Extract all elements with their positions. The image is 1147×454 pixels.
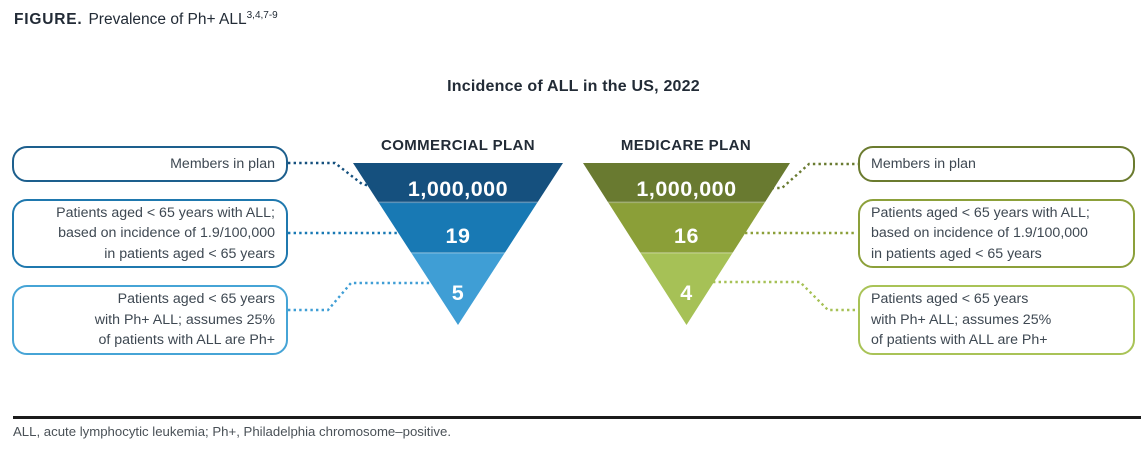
- figure-label: FIGURE.: [14, 11, 83, 29]
- medicare-plan-header: MEDICARE PLAN: [620, 137, 752, 154]
- commercial-value-ph-all: 5: [452, 281, 464, 305]
- connector-right-ph-all: [713, 280, 856, 312]
- segment-divider: [583, 252, 790, 254]
- callout-line: in patients aged < 65 years: [104, 245, 275, 262]
- commercial-plan-header: COMMERCIAL PLAN: [380, 137, 536, 154]
- medicare-value-all: 16: [674, 224, 699, 248]
- segment-divider: [353, 201, 563, 204]
- callout-line: with Ph+ ALL; assumes 25%: [94, 311, 275, 328]
- callout-line: in patients aged < 65 years: [871, 245, 1042, 262]
- abbreviations-footnote: ALL, acute lymphocytic leukemia; Ph+, Ph…: [13, 424, 451, 439]
- commercial-value-all: 19: [446, 224, 471, 248]
- connector-left-ph-all: [288, 281, 430, 312]
- connector-right-members: [766, 162, 858, 190]
- segment-divider: [353, 252, 563, 254]
- callout-right-members: Members in plan: [858, 146, 1135, 182]
- callout-line: Patients aged < 65 years with ALL;: [871, 204, 1090, 221]
- callout-line: Members in plan: [170, 155, 275, 172]
- callout-right-ph-all: Patients aged < 65 years with Ph+ ALL; a…: [858, 285, 1135, 355]
- figure-reference-superscript: 3,4,7-9: [246, 10, 278, 21]
- callout-line: Patients aged < 65 years with ALL;: [56, 204, 275, 221]
- callout-line: Patients aged < 65 years: [117, 291, 275, 308]
- callout-line: with Ph+ ALL; assumes 25%: [871, 311, 1052, 328]
- callout-line: of patients with ALL are Ph+: [98, 332, 275, 349]
- callout-left-ph-all: Patients aged < 65 years with Ph+ ALL; a…: [12, 285, 288, 355]
- callout-line: Patients aged < 65 years: [871, 291, 1029, 308]
- figure-title: FIGURE. Prevalence of Ph+ ALL3,4,7-9: [14, 10, 278, 29]
- medicare-segment-members: [583, 163, 790, 203]
- commercial-segment-members: [353, 163, 563, 203]
- figure-title-text: Prevalence of Ph+ ALL: [88, 11, 247, 29]
- callout-line: based on incidence of 1.9/100,000: [871, 225, 1088, 242]
- medicare-value-members: 1,000,000: [636, 177, 736, 201]
- connector-left-members: [288, 161, 379, 190]
- callout-left-members: Members in plan: [12, 146, 288, 182]
- commercial-value-members: 1,000,000: [408, 177, 508, 201]
- segment-divider: [583, 201, 790, 204]
- medicare-value-ph-all: 4: [680, 281, 692, 305]
- callout-line: of patients with ALL are Ph+: [871, 332, 1048, 349]
- footer-divider: [13, 416, 1141, 419]
- callout-line: based on incidence of 1.9/100,000: [58, 225, 275, 242]
- callout-line: Members in plan: [871, 155, 976, 172]
- callout-right-all-incidence: Patients aged < 65 years with ALL; based…: [858, 199, 1135, 268]
- callout-left-all-incidence: Patients aged < 65 years with ALL; based…: [12, 199, 288, 268]
- chart-subtitle: Incidence of ALL in the US, 2022: [447, 78, 700, 95]
